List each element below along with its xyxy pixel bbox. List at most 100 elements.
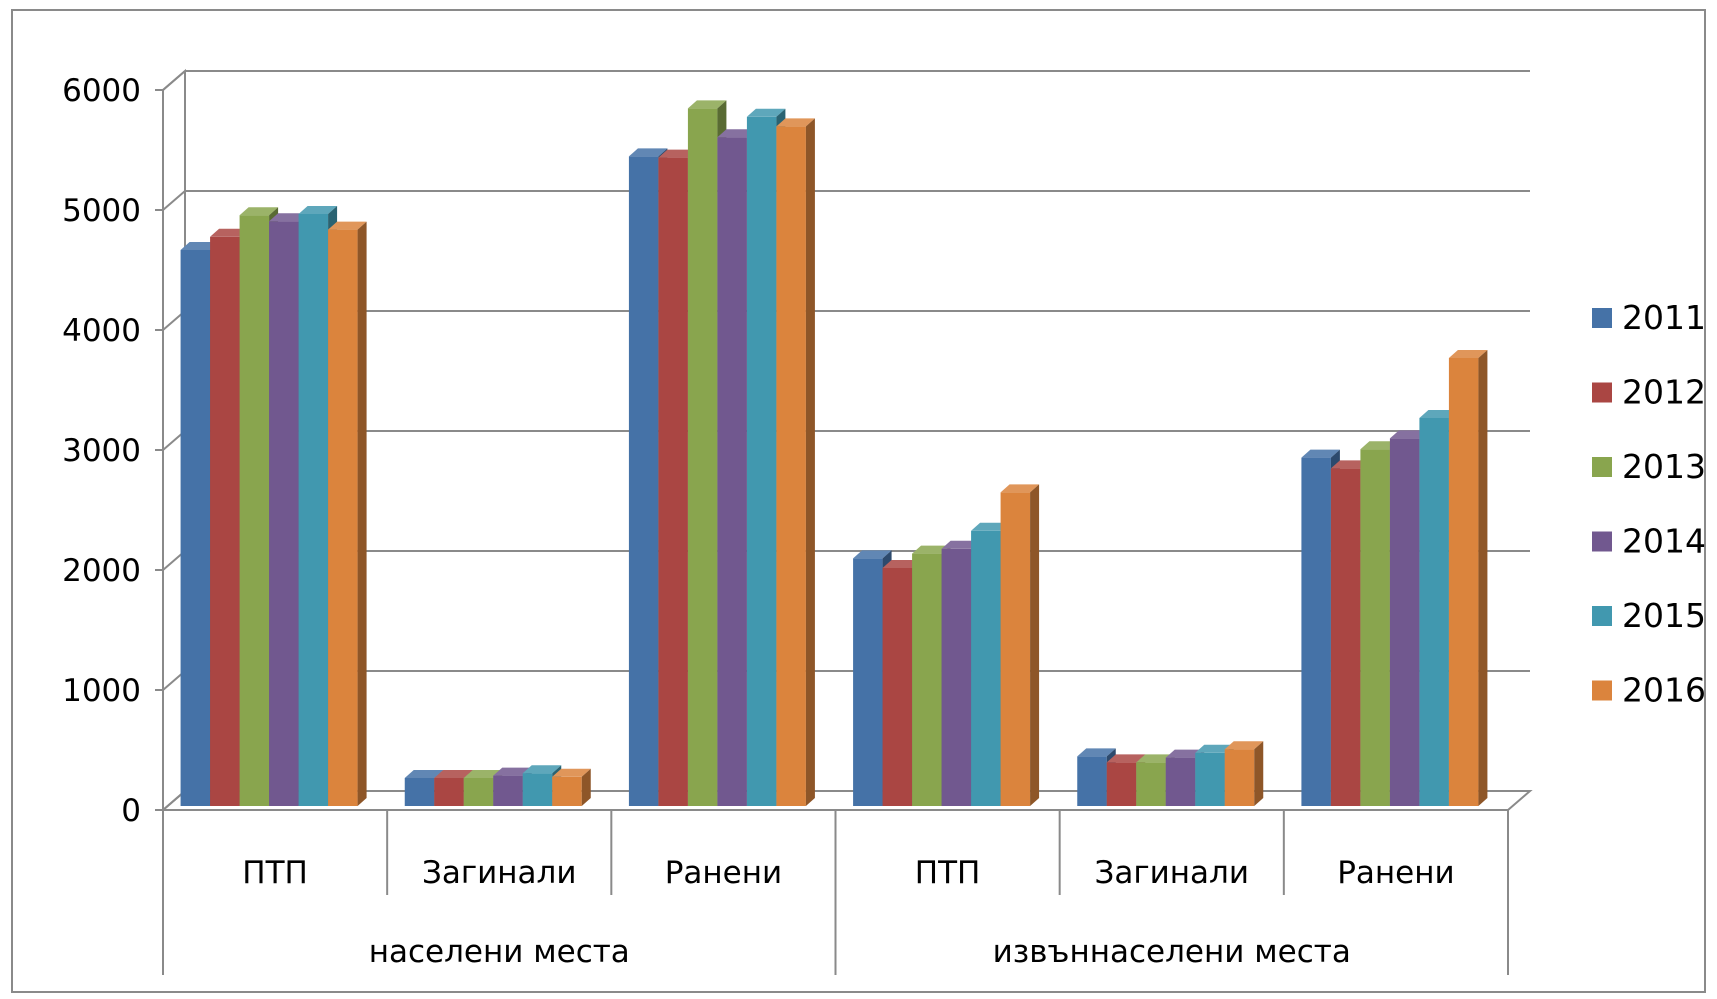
bar-front [628, 156, 659, 806]
x-group-label: населени места [369, 934, 630, 970]
bar-top [628, 148, 668, 157]
gridline-diagonal [162, 190, 186, 211]
bar-top [1136, 754, 1175, 763]
bar-top [1077, 748, 1116, 757]
bar-top [493, 767, 532, 776]
bar-top [434, 770, 473, 778]
bar-front [941, 548, 972, 806]
bar-front [269, 221, 299, 806]
bar-front [912, 553, 942, 806]
bar-front [180, 250, 211, 806]
y-tick-label: 2000 [62, 553, 141, 589]
y-tick-label: 0 [121, 793, 141, 829]
y-tick-label: 1000 [62, 673, 141, 709]
bar-side [1478, 350, 1488, 806]
bar-side [581, 768, 591, 806]
bar-side [1254, 741, 1264, 806]
bar-side [357, 221, 367, 807]
x-category-label: Загинали [422, 855, 577, 891]
bar-front [1106, 762, 1137, 806]
bar-front [1224, 749, 1255, 806]
legend-label: 2011 [1622, 298, 1706, 337]
bar-top [1301, 449, 1340, 458]
bar-front [434, 778, 464, 806]
bar-front [687, 108, 718, 806]
legend-entry-2016: 2016 [1592, 671, 1706, 710]
bar-front [1165, 757, 1196, 806]
legend-label: 2015 [1622, 596, 1706, 635]
bar-front [493, 775, 523, 806]
bar-2016-1 [552, 768, 591, 806]
bar-top [269, 213, 308, 222]
gridline-diagonal [162, 70, 186, 91]
legend-label: 2016 [1622, 671, 1706, 710]
bar-front [239, 215, 270, 806]
bar-front [552, 776, 582, 806]
bar-2016-3 [1000, 484, 1040, 806]
bar-front [1330, 468, 1361, 806]
bar-top [1389, 430, 1429, 439]
bar-front [298, 214, 329, 806]
bar-top [882, 560, 922, 568]
bar-top [853, 550, 892, 559]
bar-side [1030, 484, 1040, 806]
bar-top [463, 770, 503, 778]
legend-entry-2014: 2014 [1592, 522, 1706, 561]
bar-top [1224, 741, 1264, 750]
x-group-label: извъннаселени места [993, 934, 1351, 970]
x-category-label: Ранени [1337, 855, 1454, 891]
legend-entry-2011: 2011 [1592, 298, 1706, 337]
bar-front [463, 778, 494, 806]
bar-front [1419, 418, 1449, 806]
bar-front [853, 558, 883, 806]
bar-2016-5 [1448, 350, 1488, 806]
bar-top [552, 768, 591, 777]
bar-top [1106, 754, 1146, 763]
bar-front [746, 116, 777, 807]
bar-top [404, 770, 444, 778]
bar-top [971, 522, 1010, 531]
bar-2014-1 [493, 767, 532, 806]
legend-swatch [1592, 606, 1612, 626]
x-category-label: Загинали [1094, 855, 1249, 891]
x-category-label: ПТП [915, 855, 981, 891]
bar-top [328, 221, 367, 230]
y-tick-label: 6000 [62, 73, 141, 109]
legend-entry-2013: 2013 [1592, 447, 1706, 486]
y-tick-label: 5000 [62, 193, 141, 229]
bar-top [1360, 441, 1399, 450]
bar-front [658, 157, 688, 807]
bar-front [210, 236, 240, 807]
bar-2016-0 [328, 221, 367, 807]
legend-entry-2012: 2012 [1592, 373, 1706, 412]
x-category-label: ПТП [242, 855, 308, 891]
y-tick-label: 3000 [62, 433, 141, 469]
bars [180, 100, 1488, 807]
bar-top [239, 207, 279, 216]
legend-swatch [1592, 382, 1612, 403]
legend-label: 2014 [1622, 522, 1706, 561]
bar-side [805, 118, 815, 806]
bar-front [717, 137, 747, 806]
bar-top [180, 242, 220, 250]
legend-swatch [1592, 680, 1612, 701]
legend-swatch [1592, 308, 1612, 328]
bar-2016-4 [1224, 741, 1264, 806]
bar-front [1195, 752, 1225, 806]
bar-front [404, 778, 435, 806]
y-tick-label: 4000 [62, 313, 141, 349]
bar-front [1000, 492, 1031, 806]
legend-entry-2015: 2015 [1592, 596, 1706, 635]
bar-top [912, 545, 951, 554]
bar-front [971, 530, 1001, 806]
bar-top [298, 206, 338, 214]
bar-top [1195, 744, 1234, 753]
bar-top [1165, 749, 1205, 758]
bar-top [522, 765, 562, 774]
bar-top [1330, 460, 1370, 469]
bar-front [882, 568, 913, 806]
legend-label: 2012 [1622, 373, 1706, 412]
bar-front [1077, 756, 1107, 806]
bar-front [1301, 457, 1331, 806]
